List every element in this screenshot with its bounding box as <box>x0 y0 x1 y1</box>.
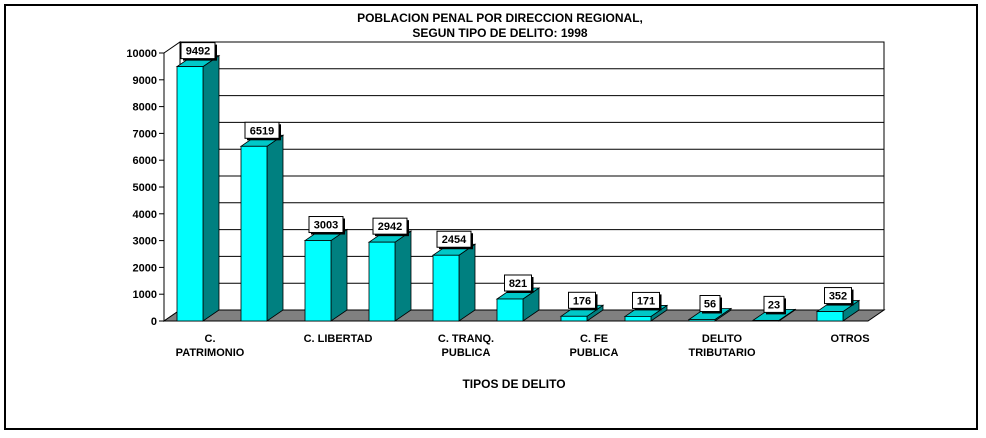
bar-side <box>394 230 412 322</box>
data-label-box <box>632 291 660 309</box>
bar <box>368 241 396 322</box>
x-tick-label: PATRIMONIO <box>176 347 245 359</box>
y-tick-label: 8000 <box>133 102 157 114</box>
data-label-box <box>504 274 532 292</box>
data-label-box <box>568 291 596 309</box>
data-label-box <box>244 121 280 139</box>
bar-chart: POBLACION PENAL POR DIRECCION REGIONAL, … <box>126 11 886 391</box>
data-label-box <box>180 42 216 60</box>
chart-frame: POBLACION PENAL POR DIRECCION REGIONAL, … <box>4 4 978 430</box>
x-tick-label: C. <box>205 333 216 345</box>
x-tick-label: DELITO <box>702 333 743 345</box>
bar <box>560 315 588 322</box>
data-label: 821 <box>509 278 527 290</box>
data-label: 2454 <box>442 234 467 246</box>
data-label: 176 <box>573 295 591 307</box>
data-label-box <box>824 287 852 305</box>
bar <box>688 319 716 322</box>
data-label: 171 <box>637 295 655 307</box>
bar <box>432 254 460 322</box>
y-tick-label: 7000 <box>133 128 157 140</box>
bar <box>752 319 780 322</box>
x-axis-title: TIPOS DE DELITO <box>462 377 565 391</box>
data-label: 23 <box>768 299 780 311</box>
data-label: 9492 <box>186 46 210 58</box>
chart-title-line-2: SEGUN TIPO DE DELITO: 1998 <box>412 26 587 40</box>
data-label: 352 <box>829 291 847 303</box>
y-tick-label: 0 <box>151 316 157 328</box>
x-tick-label: PUBLICA <box>570 347 619 359</box>
bar <box>176 66 204 322</box>
bar <box>240 145 268 322</box>
x-tick-label: OTROS <box>830 333 869 345</box>
bar-side <box>458 243 476 322</box>
y-tick-label: 9000 <box>133 75 157 87</box>
x-tick-label: TRIBUTARIO <box>688 347 755 359</box>
y-tick-label: 10000 <box>126 48 157 60</box>
data-label-box <box>372 217 408 235</box>
data-label-box <box>699 294 721 312</box>
chart-title-line-1: POBLACION PENAL POR DIRECCION REGIONAL, <box>357 11 643 25</box>
bar <box>816 311 844 322</box>
y-tick-label: 3000 <box>133 236 157 248</box>
data-label-box <box>436 230 472 248</box>
data-label: 56 <box>704 298 716 310</box>
data-label: 2942 <box>378 221 402 233</box>
data-label: 3003 <box>314 220 338 232</box>
bar <box>304 240 332 322</box>
y-tick-label: 6000 <box>133 155 157 167</box>
plot-area: 0 1000 2000 3000 4000 5000 6000 7000 8000 9000 100… <box>126 41 886 359</box>
y-tick-label: 2000 <box>133 262 157 274</box>
bar-side <box>202 54 220 322</box>
data-label-box <box>763 295 785 313</box>
data-label: 6519 <box>250 125 274 137</box>
data-label-box <box>308 216 344 234</box>
y-tick-label: 5000 <box>133 182 157 194</box>
x-tick-label: C. LIBERTAD <box>304 333 373 345</box>
bar <box>624 316 652 322</box>
x-tick-label: C. TRANQ. <box>438 333 494 345</box>
y-tick-label: 4000 <box>133 209 157 221</box>
y-tick-label: 1000 <box>133 289 157 301</box>
bar-side <box>330 228 348 322</box>
bar <box>496 298 524 322</box>
x-tick-label: PUBLICA <box>442 347 491 359</box>
bar-side <box>266 134 284 322</box>
x-tick-label: C. FE <box>580 333 608 345</box>
